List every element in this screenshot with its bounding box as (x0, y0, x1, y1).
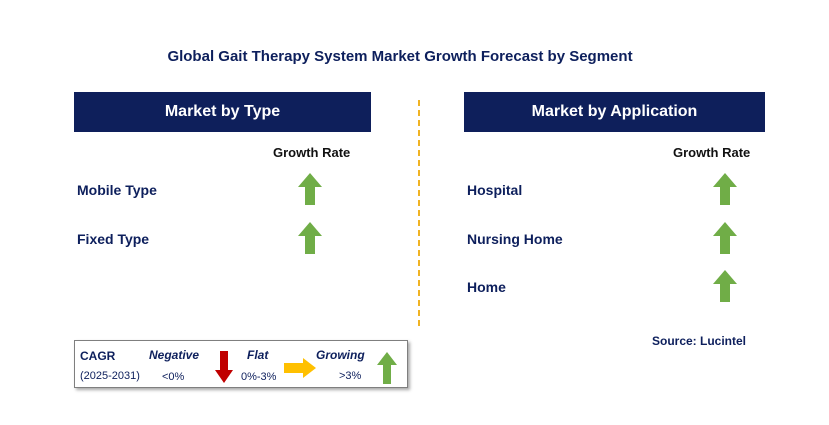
application-panel-header-label: Market by Application (531, 103, 698, 120)
legend-growing-range: >3% (339, 370, 362, 382)
type-panel-header-label: Market by Type (164, 103, 281, 120)
legend-period-label: (2025-2031) (80, 370, 140, 382)
down-arrow-icon (214, 350, 234, 384)
type-panel-header: Market by Type (74, 92, 371, 132)
up-arrow-icon (712, 269, 738, 303)
source-note: Source: Lucintel (652, 334, 747, 348)
up-arrow-icon (297, 221, 323, 255)
type-row-fixed-label: Fixed Type (77, 231, 150, 247)
legend-flat-label: Flat (247, 348, 269, 362)
application-row-nursing-home-label: Nursing Home (467, 231, 563, 247)
application-row-hospital-label: Hospital (467, 182, 523, 198)
panel-divider (418, 100, 420, 326)
up-arrow-icon (297, 172, 323, 206)
type-growth-rate-label: Growth Rate (273, 145, 351, 160)
chart-title: Global Gait Therapy System Market Growth… (167, 48, 633, 65)
legend-negative-range: <0% (162, 371, 185, 383)
cagr-legend (74, 340, 408, 388)
type-row-mobile-label: Mobile Type (77, 182, 157, 198)
legend-negative-label: Negative (149, 348, 200, 362)
up-arrow-icon (712, 172, 738, 206)
application-row-home-label: Home (467, 279, 506, 295)
up-arrow-icon (712, 221, 738, 255)
application-panel-header: Market by Application (464, 92, 765, 132)
right-arrow-icon (283, 357, 317, 379)
up-arrow-icon (376, 351, 398, 385)
application-growth-rate-label: Growth Rate (673, 145, 751, 160)
legend-flat-range: 0%-3% (241, 371, 277, 383)
legend-cagr-label: CAGR (80, 349, 116, 363)
legend-growing-label: Growing (316, 348, 365, 362)
